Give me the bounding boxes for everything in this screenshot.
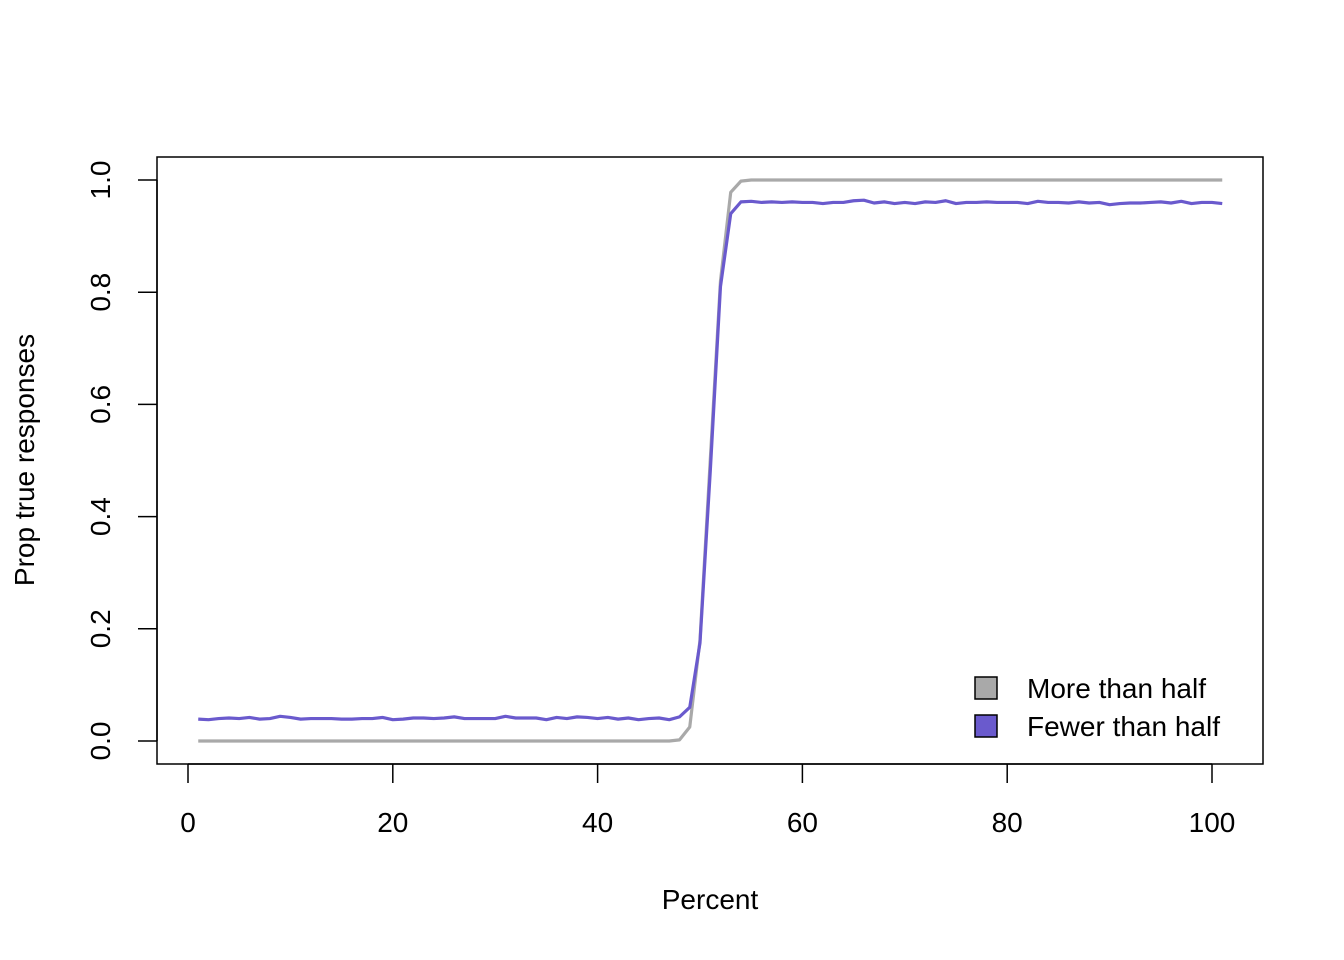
legend-swatch-more-than-half — [974, 676, 998, 700]
y-tick-label: 0.8 — [85, 273, 116, 312]
y-axis: 0.0 0.2 0.4 0.6 0.8 1.0 — [85, 161, 158, 761]
x-tick-label: 60 — [787, 807, 818, 838]
x-axis-label: Percent — [662, 884, 759, 915]
series-line-fewer-than-half — [198, 198, 1223, 722]
legend-swatch-fewer-than-half — [974, 714, 998, 738]
y-tick-label: 0.4 — [85, 497, 116, 536]
series-lines — [198, 178, 1223, 743]
y-axis-label: Prop true responses — [9, 334, 40, 586]
y-tick-label: 0.0 — [85, 722, 116, 761]
x-axis: 0 20 40 60 80 100 — [180, 763, 1236, 838]
x-tick-label: 80 — [992, 807, 1023, 838]
legend-label-more-than-half: More than half — [1027, 673, 1206, 704]
x-tick-label: 100 — [1189, 807, 1236, 838]
y-tick-label: 1.0 — [85, 161, 116, 200]
legend-label-fewer-than-half: Fewer than half — [1027, 711, 1220, 742]
x-tick-label: 0 — [180, 807, 196, 838]
y-tick-label: 0.6 — [85, 385, 116, 424]
x-tick-label: 20 — [377, 807, 408, 838]
y-tick-label: 0.2 — [85, 609, 116, 648]
legend: More than half Fewer than half — [974, 673, 1220, 742]
x-tick-label: 40 — [582, 807, 613, 838]
